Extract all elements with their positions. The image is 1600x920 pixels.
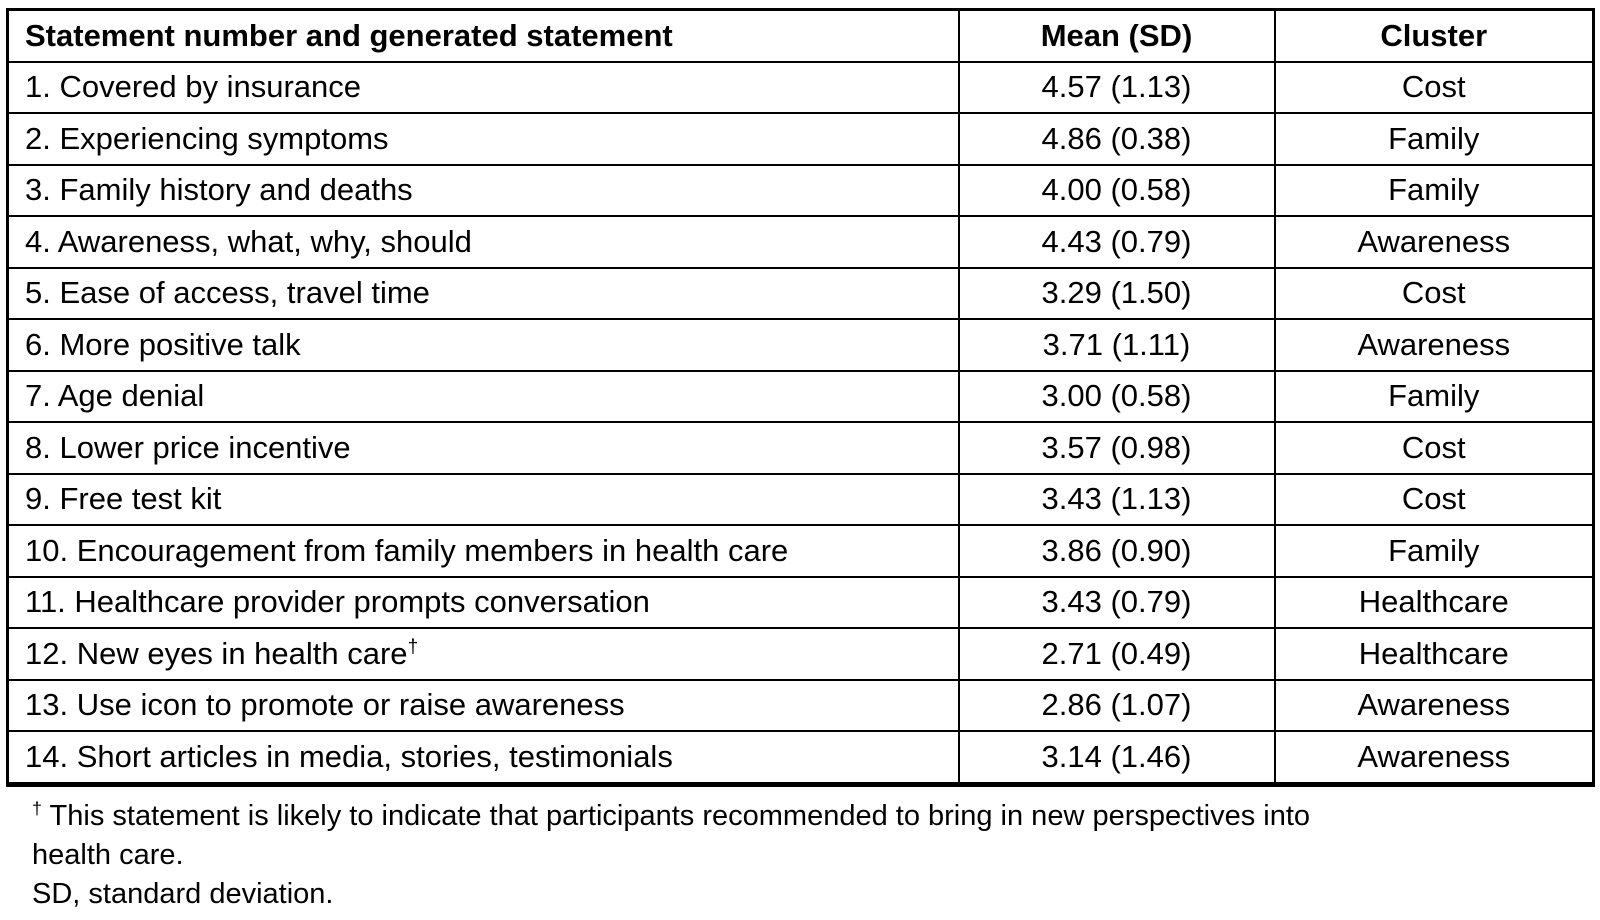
cluster-cell: Awareness: [1273, 318, 1595, 372]
cluster-cell: Cost: [1273, 60, 1595, 114]
mean-sd-cell: 3.43 (0.79): [957, 575, 1276, 629]
mean-sd-cell: 3.71 (1.11): [957, 318, 1276, 372]
cluster-cell: Family: [1273, 524, 1595, 578]
table-row: 3. Family history and deaths 4.00 (0.58) F…: [6, 163, 1595, 217]
table-row: 11. Healthcare provider prompts conversa…: [6, 575, 1595, 629]
table-body: 1. Covered by insurance 4.57 (1.13) Cost 2.…: [6, 60, 1595, 787]
statement-cell: 2. Experiencing symptoms: [6, 112, 960, 166]
cluster-cell: Awareness: [1273, 730, 1595, 787]
table-header-row: Statement number and generated statement…: [6, 8, 1595, 63]
table-row: 8. Lower price incentive 3.57 (0.98) Cost: [6, 421, 1595, 475]
table-row: 5. Ease of access, travel time 3.29 (1.50…: [6, 266, 1595, 320]
column-header-mean-sd: Mean (SD): [957, 8, 1276, 63]
statement-cell: 4. Awareness, what, why, should: [6, 215, 960, 269]
table-row: 10. Encouragement from family members in…: [6, 524, 1595, 578]
cluster-cell: Cost: [1273, 472, 1595, 526]
mean-sd-cell: 4.86 (0.38): [957, 112, 1276, 166]
cluster-cell: Family: [1273, 112, 1595, 166]
statement-cell: 5. Ease of access, travel time: [6, 266, 960, 320]
statement-cell: 13. Use icon to promote or raise awarene…: [6, 678, 960, 732]
table-row: 12. New eyes in health care† 2.71 (0.49) H…: [6, 627, 1595, 681]
mean-sd-cell: 3.00 (0.58): [957, 369, 1276, 423]
statement-cell: 9. Free test kit: [6, 472, 960, 526]
cluster-cell: Cost: [1273, 421, 1595, 475]
statement-cell: 3. Family history and deaths: [6, 163, 960, 217]
dagger-footnote-line1: This statement is likely to indicate tha…: [49, 800, 1311, 832]
dagger-footnote-line2: health care.: [32, 839, 184, 871]
table-row: 7. Age denial 3.00 (0.58) Family: [6, 369, 1595, 423]
table-row: 2. Experiencing symptoms 4.86 (0.38) Famil…: [6, 112, 1595, 166]
statement-cell: 8. Lower price incentive: [6, 421, 960, 475]
cluster-cell: Healthcare: [1273, 575, 1595, 629]
table-row: 6. More positive talk 3.71 (1.11) Awarenes…: [6, 318, 1595, 372]
dagger-superscript: †: [407, 636, 419, 658]
cluster-cell: Family: [1273, 163, 1595, 217]
mean-sd-cell: 2.86 (1.07): [957, 678, 1276, 732]
mean-sd-cell: 3.43 (1.13): [957, 472, 1276, 526]
statement-cell: 11. Healthcare provider prompts conversa…: [6, 575, 960, 629]
statement-cell: 6. More positive talk: [6, 318, 960, 372]
mean-sd-cell: 4.00 (0.58): [957, 163, 1276, 217]
cluster-cell: Cost: [1273, 266, 1595, 320]
mean-sd-cell: 3.29 (1.50): [957, 266, 1276, 320]
table-row: 1. Covered by insurance 4.57 (1.13) Cost: [6, 60, 1595, 114]
mean-sd-cell: 3.14 (1.46): [957, 730, 1276, 787]
dagger-symbol: †: [32, 798, 42, 819]
mean-sd-cell: 4.43 (0.79): [957, 215, 1276, 269]
statement-cell: 10. Encouragement from family members in…: [6, 524, 960, 578]
table-row: 4. Awareness, what, why, should 4.43 (0.7…: [6, 215, 1595, 269]
cluster-cell: Healthcare: [1273, 627, 1595, 681]
statement-cell: 14. Short articles in media, stories, te…: [6, 730, 960, 787]
mean-sd-cell: 2.71 (0.49): [957, 627, 1276, 681]
table-row: 14. Short articles in media, stories, te…: [6, 730, 1595, 787]
statements-table: Statement number and generated statement…: [6, 8, 1595, 787]
cluster-cell: Awareness: [1273, 215, 1595, 269]
statement-cell: 1. Covered by insurance: [6, 60, 960, 114]
column-header-cluster: Cluster: [1273, 8, 1595, 63]
column-header-statement: Statement number and generated statement: [6, 8, 960, 63]
statement-cell: 7. Age denial: [6, 369, 960, 423]
mean-sd-cell: 3.57 (0.98): [957, 421, 1276, 475]
footnotes: † This statement is likely to indicate t…: [32, 797, 1310, 914]
statement-cell: 12. New eyes in health care†: [6, 627, 960, 681]
mean-sd-cell: 4.57 (1.13): [957, 60, 1276, 114]
cluster-cell: Family: [1273, 369, 1595, 423]
table-row: 9. Free test kit 3.43 (1.13) Cost: [6, 472, 1595, 526]
table-row: 13. Use icon to promote or raise awarene…: [6, 678, 1595, 732]
mean-sd-cell: 3.86 (0.90): [957, 524, 1276, 578]
dagger-footnote: † This statement is likely to indicate t…: [32, 797, 1310, 875]
cluster-cell: Awareness: [1273, 678, 1595, 732]
abbreviation-note: SD, standard deviation.: [32, 878, 334, 910]
